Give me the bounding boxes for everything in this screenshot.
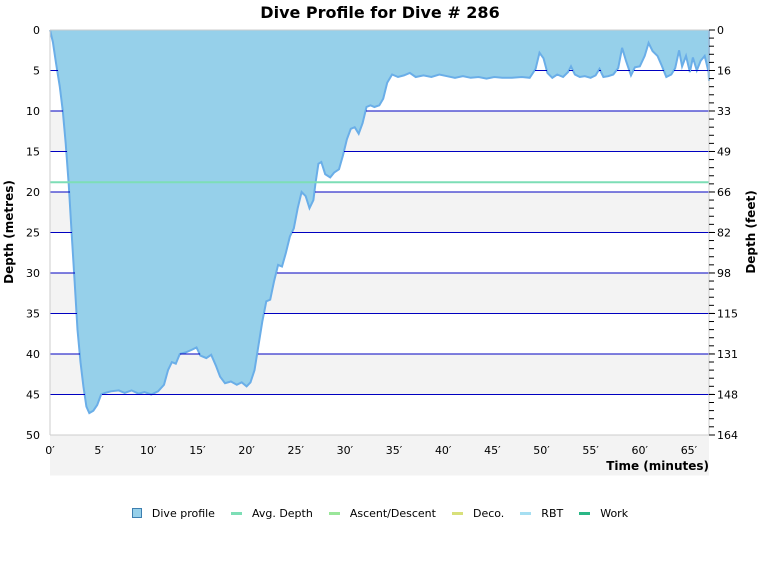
y-tick-label: 25 <box>26 227 40 240</box>
grid-bands <box>50 111 709 476</box>
x-tick-label: 35′ <box>386 444 403 457</box>
y-tick-label: 10 <box>26 105 40 118</box>
y-tick-label: 0 <box>33 24 40 37</box>
y-axis-right-ticks: 0 16 33 49 66 82 98 115 131 148 164 <box>709 24 738 442</box>
y-right-tick-label: 164 <box>717 429 738 442</box>
x-tick-label: 50′ <box>533 444 550 457</box>
y-axis-right-label: Depth (feet) <box>744 190 758 273</box>
y-tick-label: 35 <box>26 308 40 321</box>
y-axis-left-ticks: 0 5 10 15 20 25 30 35 40 45 50 <box>26 24 40 442</box>
y-tick-label: 30 <box>26 267 40 280</box>
y-tick-label: 15 <box>26 146 40 159</box>
x-axis-ticks: 0′ 5′ 10′ 15′ 20′ 25′ 30′ 35′ 40′ 45′ 50′ 55′ 60′ 65′ <box>45 444 697 457</box>
x-tick-label: 65′ <box>681 444 698 457</box>
x-tick-label: 20′ <box>238 444 255 457</box>
y-right-tick-label: 33 <box>717 105 731 118</box>
y-right-tick-label: 66 <box>717 186 731 199</box>
x-tick-label: 10′ <box>140 444 157 457</box>
y-right-tick-label: 98 <box>717 267 731 280</box>
x-tick-label: 15′ <box>189 444 206 457</box>
legend-label: Ascent/Descent <box>349 506 436 520</box>
grid-band <box>50 435 709 476</box>
x-tick-label: 60′ <box>632 444 649 457</box>
profile-fill <box>50 30 709 414</box>
chart-legend: Dive profile Avg. Depth Ascent/Descent Deco… <box>0 504 760 522</box>
x-tick-label: 5′ <box>94 444 104 457</box>
legend-item-deco[interactable]: Deco. <box>451 506 505 520</box>
legend-item-work[interactable]: Work <box>579 507 628 520</box>
y-right-tick-label: 148 <box>717 389 738 402</box>
y-tick-label: 45 <box>26 389 40 402</box>
legend-swatch-icon <box>520 511 532 515</box>
legend-item-rbt[interactable]: RBT <box>520 507 563 520</box>
x-tick-label: 55′ <box>582 444 599 457</box>
y-tick-label: 40 <box>26 348 40 361</box>
legend-item-dive-profile[interactable]: Dive profile <box>131 506 215 520</box>
x-tick-label: 30′ <box>337 444 354 457</box>
dive-profile-chart: Dive Profile for Dive # 286 0 5 10 15 20 25 30… <box>2 3 758 476</box>
legend-label: RBT <box>541 506 564 520</box>
legend-label: Dive profile <box>151 506 215 520</box>
y-tick-label: 50 <box>26 429 40 442</box>
legend-swatch-icon <box>451 511 463 515</box>
legend-item-avg-depth[interactable]: Avg. Depth <box>230 506 313 520</box>
legend-swatch-icon <box>579 511 591 515</box>
y-right-tick-label: 82 <box>717 227 731 240</box>
legend-swatch-icon <box>131 508 142 518</box>
y-right-tick-label: 49 <box>717 146 731 159</box>
axes <box>49 29 710 436</box>
y-right-tick-label: 115 <box>717 308 738 321</box>
y-tick-label: 5 <box>33 65 40 78</box>
chart-title: Dive Profile for Dive # 286 <box>260 3 499 22</box>
legend-label: Deco. <box>472 506 505 520</box>
legend-label: Avg. Depth <box>251 506 313 520</box>
legend-label: Work <box>600 506 629 520</box>
legend-swatch-icon <box>328 511 340 515</box>
x-axis-label: Time (minutes) <box>606 459 709 473</box>
x-tick-label: 40′ <box>435 444 452 457</box>
x-tick-label: 0′ <box>45 444 55 457</box>
x-tick-label: 25′ <box>288 444 305 457</box>
y-right-tick-label: 16 <box>717 65 731 78</box>
legend-item-ascent-descent[interactable]: Ascent/Descent <box>328 506 436 520</box>
y-tick-label: 20 <box>26 186 40 199</box>
x-tick-label: 45′ <box>484 444 501 457</box>
y-right-tick-label: 0 <box>717 24 724 37</box>
y-right-tick-label: 131 <box>717 348 738 361</box>
legend-swatch-icon <box>230 511 242 515</box>
grid-lines <box>50 70 709 395</box>
y-axis-left-label: Depth (metres) <box>2 180 16 284</box>
